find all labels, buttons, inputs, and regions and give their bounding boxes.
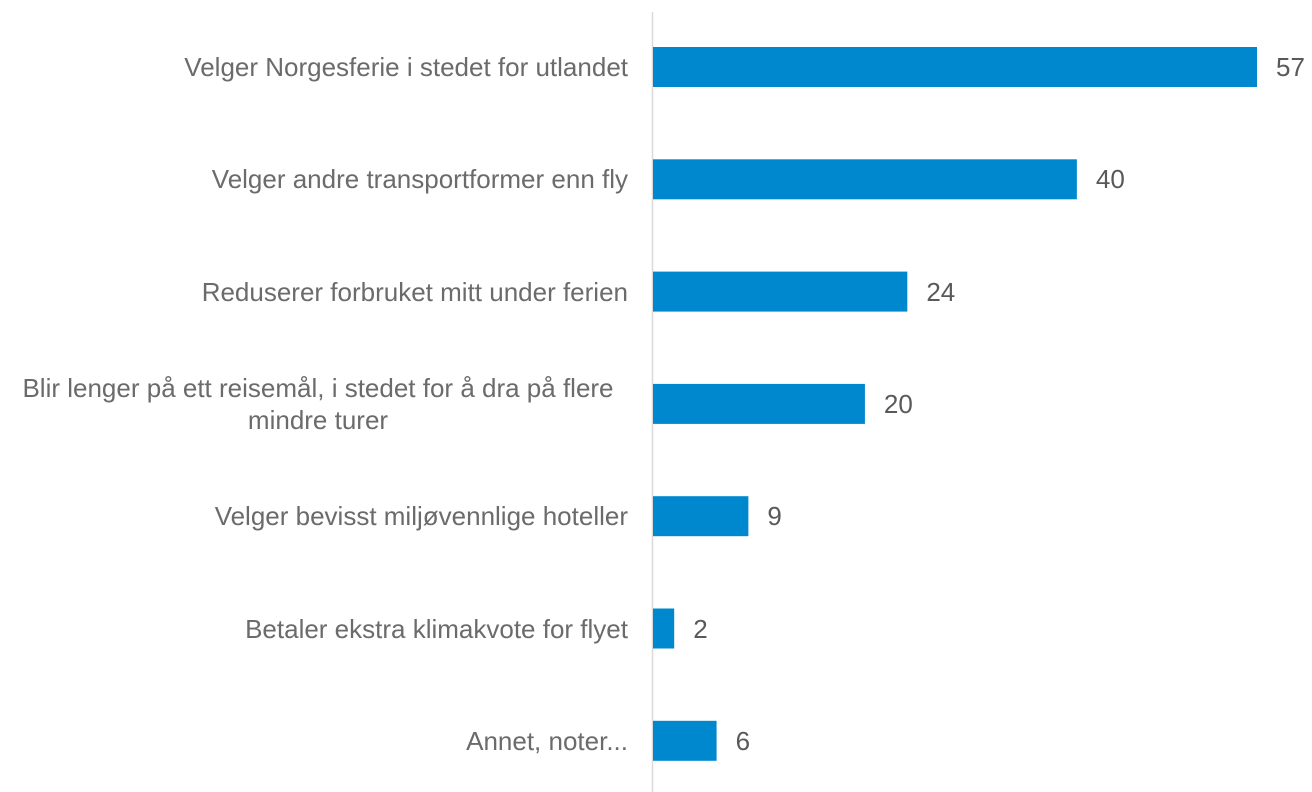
value-label: 40 [1095, 164, 1125, 195]
value-label: 9 [767, 501, 782, 532]
bar [653, 383, 865, 424]
category-label-row: Velger bevisst miljøvennlige hoteller [0, 500, 628, 532]
bar [653, 496, 749, 537]
category-label-row: Betaler ekstra klimakvote for flyet [0, 613, 628, 645]
category-label: Annet, noter... [466, 725, 628, 756]
category-label: Velger Norgesferie i stedet for utlandet [184, 52, 628, 82]
value-label: 24 [926, 276, 956, 307]
category-label: Velger andre transportformer enn fly [211, 164, 628, 195]
bar [653, 271, 908, 312]
category-label-row: Blir lenger på ett reisemål, i stedet fo… [0, 372, 628, 436]
category-label-row: Reduserer forbruket mitt under ferien [0, 276, 628, 308]
category-label-row: Velger Norgesferie i stedet for utlandet [0, 51, 628, 83]
bar [653, 608, 675, 649]
category-label: Reduserer forbruket mitt under ferien [201, 276, 628, 307]
value-label: 6 [735, 725, 751, 756]
category-label-row: Velger andre transportformer enn fly [0, 163, 628, 195]
value-label: 2 [693, 613, 708, 644]
category-label: Blir lenger på ett reisemål, i stedet fo… [22, 372, 614, 435]
bar [653, 47, 1257, 87]
bar [653, 159, 1077, 200]
category-label: Velger bevisst miljøvennlige hoteller [214, 501, 628, 532]
category-label-row: Annet, noter... [0, 725, 628, 757]
category-label: Betaler ekstra klimakvote for flyet [245, 613, 628, 644]
bar [653, 720, 717, 761]
value-label: 20 [883, 388, 913, 419]
value-label: 57 [1276, 52, 1305, 82]
